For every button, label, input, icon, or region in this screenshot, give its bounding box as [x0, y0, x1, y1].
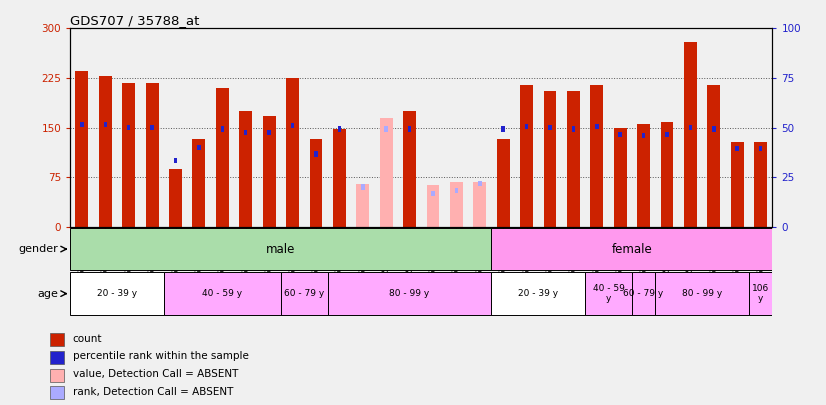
Bar	[263, 116, 276, 227]
Bar	[655, 272, 749, 315]
Bar	[268, 130, 271, 135]
Text: male: male	[266, 243, 296, 256]
Text: GDS707 / 35788_at: GDS707 / 35788_at	[70, 14, 200, 27]
Bar	[684, 42, 697, 227]
Bar	[426, 185, 439, 227]
Bar	[501, 126, 505, 132]
Bar	[665, 132, 669, 137]
Bar	[328, 272, 491, 315]
Bar	[75, 71, 88, 227]
Bar	[735, 146, 739, 151]
Text: 40 - 59 y: 40 - 59 y	[202, 289, 242, 298]
Bar	[173, 158, 178, 163]
Bar	[491, 272, 585, 315]
Bar	[50, 351, 64, 364]
Bar	[127, 125, 131, 130]
Bar	[50, 333, 64, 346]
Bar	[50, 369, 64, 382]
Bar	[759, 146, 762, 151]
Bar	[286, 78, 299, 227]
Bar	[567, 91, 580, 227]
Bar	[614, 128, 627, 227]
Bar	[731, 142, 743, 227]
Bar	[707, 85, 720, 227]
Bar	[80, 122, 83, 127]
Bar	[496, 139, 510, 227]
Text: 60 - 79 y: 60 - 79 y	[284, 289, 325, 298]
Bar	[591, 85, 603, 227]
Bar	[712, 126, 715, 132]
Bar	[216, 88, 229, 227]
Bar	[585, 272, 632, 315]
Bar	[520, 85, 533, 227]
Bar	[637, 124, 650, 227]
Bar	[164, 272, 281, 315]
Bar	[197, 145, 201, 150]
Bar	[192, 139, 206, 227]
Bar	[356, 184, 369, 227]
Bar	[403, 111, 416, 227]
Bar	[408, 126, 411, 132]
Bar	[50, 386, 64, 399]
Text: value, Detection Call = ABSENT: value, Detection Call = ABSENT	[73, 369, 238, 379]
Bar	[619, 132, 622, 137]
Text: 106
y: 106 y	[752, 284, 769, 303]
Text: 80 - 99 y: 80 - 99 y	[389, 289, 430, 298]
Text: percentile rank within the sample: percentile rank within the sample	[73, 352, 249, 361]
Bar	[754, 142, 767, 227]
Bar	[525, 124, 529, 129]
Text: 80 - 99 y: 80 - 99 y	[682, 289, 722, 298]
Bar	[70, 272, 164, 315]
Bar	[70, 228, 491, 271]
Bar	[632, 272, 655, 315]
Bar	[661, 122, 673, 227]
Text: age: age	[38, 289, 59, 298]
Bar	[749, 272, 772, 315]
Bar	[454, 188, 458, 193]
Bar	[99, 76, 112, 227]
Bar	[310, 139, 322, 227]
Bar	[642, 133, 645, 138]
Bar	[122, 83, 135, 227]
Bar	[103, 122, 107, 127]
Text: female: female	[611, 243, 653, 256]
Bar	[314, 151, 318, 157]
Bar	[361, 184, 364, 190]
Text: rank, Detection Call = ABSENT: rank, Detection Call = ABSENT	[73, 387, 233, 397]
Bar	[333, 129, 346, 227]
Bar	[240, 111, 252, 227]
Bar	[221, 126, 224, 132]
Bar	[244, 130, 248, 135]
Bar	[380, 117, 392, 227]
Bar	[431, 191, 434, 196]
Bar	[450, 182, 463, 227]
Text: 20 - 39 y: 20 - 39 y	[97, 289, 137, 298]
Bar	[548, 125, 552, 130]
Text: count: count	[73, 334, 102, 343]
Bar	[572, 126, 575, 132]
Bar	[478, 181, 482, 186]
Bar	[544, 91, 557, 227]
Bar	[595, 124, 599, 129]
Bar	[291, 123, 294, 128]
Bar	[689, 125, 692, 130]
Bar	[473, 182, 487, 227]
Text: 40 - 59
y: 40 - 59 y	[592, 284, 624, 303]
Text: gender: gender	[19, 244, 59, 254]
Bar	[145, 83, 159, 227]
Bar	[281, 272, 328, 315]
Bar	[169, 168, 182, 227]
Bar	[150, 125, 154, 130]
Text: 60 - 79 y: 60 - 79 y	[624, 289, 664, 298]
Bar	[338, 126, 341, 132]
Bar	[384, 126, 388, 132]
Text: 20 - 39 y: 20 - 39 y	[518, 289, 558, 298]
Bar	[491, 228, 772, 271]
